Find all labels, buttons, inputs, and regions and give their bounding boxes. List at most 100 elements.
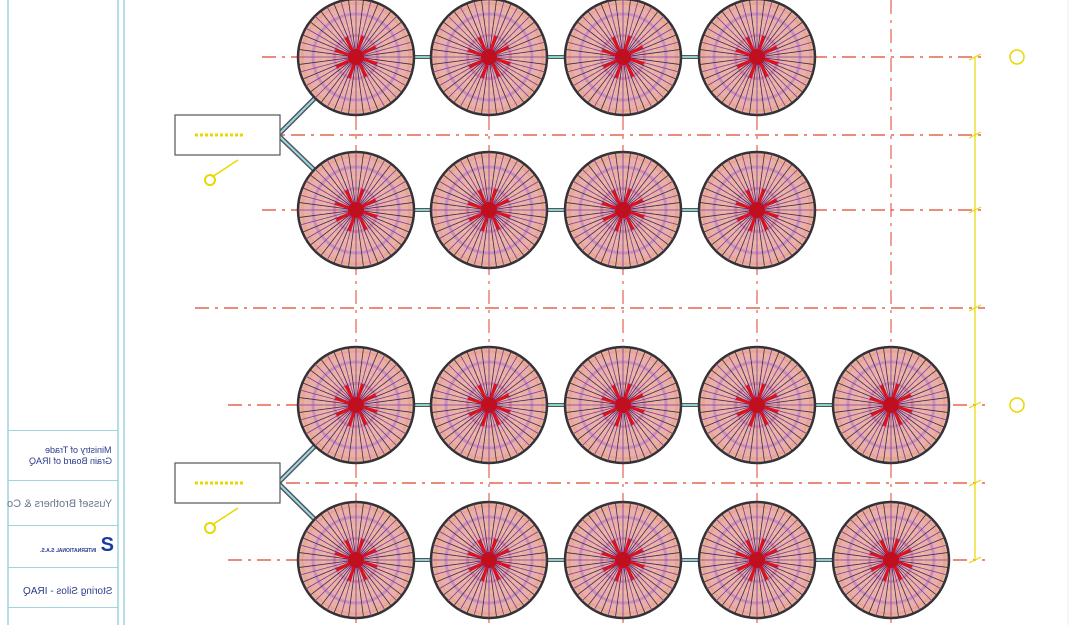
silo-spoke — [699, 56, 758, 65]
silo-spoke — [756, 152, 765, 211]
silo-spoke — [890, 404, 907, 462]
silo-center — [615, 552, 631, 568]
silo — [563, 500, 683, 620]
silo-spoke — [355, 174, 403, 211]
silo-spoke — [314, 559, 357, 602]
silo-spoke — [442, 21, 490, 58]
silo-spoke — [481, 502, 490, 561]
silo-spoke — [721, 404, 758, 452]
silo-spoke — [314, 15, 357, 58]
silo-spoke — [431, 202, 490, 211]
silo-spoke — [727, 209, 758, 261]
silo-spoke — [861, 404, 892, 456]
silo-spoke — [576, 404, 624, 441]
silo-spoke — [355, 552, 414, 561]
silo-spoke — [355, 56, 372, 114]
silo-spoke — [299, 56, 357, 73]
silo-spoke — [355, 559, 407, 590]
axis-bubble — [1009, 397, 1025, 413]
silo-spoke — [314, 404, 357, 447]
silo-spoke — [355, 358, 392, 406]
silo-spoke — [622, 559, 631, 618]
silo-spoke — [890, 404, 899, 463]
silo-spoke — [442, 524, 490, 561]
silo-spoke — [488, 56, 531, 99]
silo-spoke — [727, 404, 758, 456]
silo — [831, 345, 951, 465]
client-line-1: Ministry of Trade — [45, 445, 112, 455]
silo-spoke — [355, 159, 386, 211]
silo-spoke — [710, 369, 758, 406]
silo-spoke — [309, 21, 357, 58]
silo-spoke — [840, 530, 892, 561]
silo-spoke — [581, 518, 624, 561]
silo-spoke — [615, 502, 624, 561]
silo-spoke — [326, 559, 357, 611]
silo-spoke — [348, 152, 357, 211]
silo-spoke — [565, 56, 624, 65]
silo-spoke — [572, 375, 624, 406]
silo-spoke — [340, 503, 357, 561]
silo-spoke — [355, 49, 414, 58]
silo — [697, 0, 817, 117]
silo-spoke — [890, 389, 948, 406]
silo-spoke — [581, 404, 624, 447]
silo-spoke — [432, 559, 490, 576]
silo-spoke — [721, 56, 758, 104]
silo-spoke — [622, 354, 653, 406]
silo-spoke — [749, 347, 758, 406]
silo-spoke — [756, 524, 804, 561]
silo-spoke — [355, 404, 392, 452]
silo-spoke — [622, 56, 659, 104]
silo-spoke — [622, 397, 681, 406]
silo-spoke — [309, 56, 357, 93]
silo-spoke — [488, 0, 497, 58]
silo-spoke — [488, 21, 536, 58]
silo-spoke — [844, 369, 892, 406]
silo-spoke — [309, 369, 357, 406]
silo-spoke — [890, 552, 949, 561]
drawing-frame — [7, 0, 1069, 625]
silo-spoke — [890, 518, 933, 561]
silo-spoke — [890, 509, 921, 561]
silo-center — [481, 202, 497, 218]
silo-spoke — [615, 0, 624, 58]
silo-spoke — [488, 209, 497, 268]
silo-spoke — [355, 404, 407, 435]
silo-spoke — [890, 502, 899, 561]
silo-spoke — [756, 56, 765, 115]
silo-spoke — [833, 397, 892, 406]
silo-center — [749, 202, 765, 218]
silo-spoke — [453, 163, 490, 211]
silo-spoke — [447, 518, 490, 561]
silo-spoke — [488, 559, 505, 617]
silo-spoke — [749, 502, 758, 561]
silo-center — [348, 49, 364, 65]
silo-spoke — [488, 559, 540, 590]
silo-spoke — [622, 209, 631, 268]
silo-spoke — [576, 174, 624, 211]
silo-spoke — [488, 363, 531, 406]
silo-spoke — [348, 404, 357, 463]
silo-spoke — [355, 404, 372, 462]
silo-spoke — [622, 389, 680, 406]
silo-spoke — [453, 559, 490, 607]
silo-spoke — [756, 404, 808, 435]
silo-spoke — [890, 404, 942, 435]
silo-spoke — [314, 363, 357, 406]
silo-spoke — [488, 163, 525, 211]
silo-spoke — [442, 559, 490, 596]
silo-spoke — [431, 404, 490, 413]
silo-spoke — [699, 404, 758, 413]
silo-spoke — [710, 209, 758, 246]
silo-spoke — [314, 168, 357, 211]
silo-spoke — [756, 404, 804, 441]
silo-center — [749, 552, 765, 568]
blank-cell — [8, 607, 118, 626]
silo-spoke — [355, 518, 398, 561]
silo-spoke — [890, 559, 899, 618]
silo-spoke — [298, 209, 357, 218]
silo-spoke — [576, 369, 624, 406]
silo-spoke — [756, 56, 799, 99]
silo-center — [348, 552, 364, 568]
